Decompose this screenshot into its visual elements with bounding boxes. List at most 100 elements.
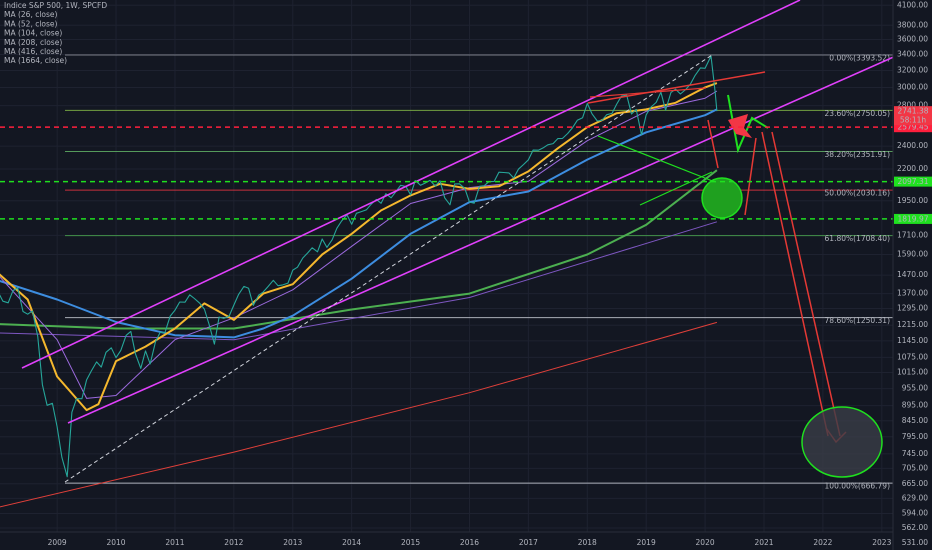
y-tick-label: 1075.00 bbox=[897, 352, 928, 361]
y-tick-label: 1590.00 bbox=[897, 249, 928, 258]
arrow-red-down bbox=[761, 131, 829, 437]
y-tick-label: 1295.00 bbox=[897, 303, 928, 312]
y-tick-label: 845.00 bbox=[902, 416, 928, 425]
y-tick-label: 562.00 bbox=[902, 523, 928, 532]
x-tick-label: 2021 bbox=[754, 538, 773, 547]
arrow-red bbox=[707, 119, 719, 169]
x-tick-label: 2009 bbox=[48, 538, 67, 547]
series-line bbox=[0, 82, 718, 412]
y-tick-label: 1215.00 bbox=[897, 320, 928, 329]
legend-entry: MA (104, close) bbox=[4, 29, 62, 38]
y-tick-label: 665.00 bbox=[902, 479, 928, 488]
y-tick-label: 3200.00 bbox=[897, 65, 928, 74]
trend-green bbox=[639, 171, 713, 206]
x-tick-label: 2019 bbox=[637, 538, 656, 547]
y-tick-label: 745.00 bbox=[902, 449, 928, 458]
series-line bbox=[0, 108, 718, 339]
y-tick-label: 3000.00 bbox=[897, 82, 928, 91]
fib-label: 61.80%(1708.40) bbox=[825, 234, 891, 243]
fib-label: 78.60%(1250.31) bbox=[825, 316, 891, 325]
trend-red bbox=[589, 87, 707, 98]
target-circle bbox=[801, 406, 883, 478]
price-badge bbox=[894, 122, 932, 133]
legend-entry: MA (208, close) bbox=[4, 38, 62, 47]
y-tick-label: 1370.00 bbox=[897, 289, 928, 298]
fib-label: 38.20%(2351.91) bbox=[825, 150, 891, 159]
y-axis-band bbox=[893, 0, 932, 550]
y-tick-label: 1950.00 bbox=[897, 196, 928, 205]
y-tick-label: 1015.00 bbox=[897, 368, 928, 377]
x-tick-label: 2011 bbox=[165, 538, 184, 547]
x-tick-label: 2023 bbox=[872, 538, 891, 547]
price-badge-label: 2579.45 bbox=[897, 123, 928, 132]
y-tick-label: 3600.00 bbox=[897, 34, 928, 43]
y-tick-label: 629.00 bbox=[902, 493, 928, 502]
x-tick-label: 2012 bbox=[224, 538, 243, 547]
fib-label: 23.60%(2750.05) bbox=[825, 109, 891, 118]
x-tick-label: 2017 bbox=[519, 538, 538, 547]
y-tick-label: 594.00 bbox=[902, 508, 928, 517]
x-tick-label: 2020 bbox=[696, 538, 715, 547]
last-price-label: 2741.38 bbox=[897, 107, 928, 116]
price-badge bbox=[894, 213, 932, 224]
y-tick-label: 895.00 bbox=[902, 401, 928, 410]
trend-green bbox=[597, 135, 716, 183]
y-tick-label: 705.00 bbox=[902, 463, 928, 472]
y-tick-label: 3800.00 bbox=[897, 20, 928, 29]
series-line bbox=[0, 90, 718, 399]
legend-entry: MA (416, close) bbox=[4, 47, 62, 56]
trend-dashed bbox=[64, 54, 713, 483]
target-circle bbox=[701, 177, 743, 219]
arrow-red-down bbox=[771, 131, 841, 437]
last-price-badge bbox=[894, 106, 932, 126]
price-badge-label: 2097.31 bbox=[897, 177, 928, 186]
channel-upper bbox=[21, 0, 801, 369]
x-tick-label: 2013 bbox=[283, 538, 302, 547]
legend-entry: MA (1664, close) bbox=[4, 56, 67, 65]
chart-title: Indice S&P 500, 1W, SPCFD bbox=[4, 1, 107, 10]
series-line bbox=[0, 169, 718, 330]
x-tick-label: 2015 bbox=[401, 538, 420, 547]
fib-label: 100.00%(666.79) bbox=[825, 482, 891, 491]
fibonacci: 0.00%(3393.52) 23.60%(2750.05) 38.20%(2351… bbox=[65, 54, 893, 491]
arrow-red-head bbox=[728, 114, 752, 138]
x-tick-label: 2010 bbox=[106, 538, 125, 547]
series-line bbox=[0, 321, 718, 508]
countdown: 58:11h bbox=[900, 116, 927, 125]
y-tick-label: 1470.00 bbox=[897, 270, 928, 279]
price-badge-label: 1819.97 bbox=[897, 214, 928, 223]
y-tick-label: 955.00 bbox=[902, 384, 928, 393]
channel-lower bbox=[67, 39, 932, 424]
series bbox=[0, 55, 718, 508]
series-line bbox=[0, 55, 718, 478]
drawings bbox=[21, 0, 932, 483]
y-tick-label: 2800.00 bbox=[897, 101, 928, 110]
legend-entry: MA (52, close) bbox=[4, 19, 58, 28]
x-tick-label: 2018 bbox=[578, 538, 597, 547]
legend-entry: MA (26, close) bbox=[4, 10, 58, 19]
axes: 4100.00 3800.00 3600.00 3400.00 3200.00 3000.… bbox=[48, 0, 929, 547]
grid bbox=[0, 0, 893, 532]
y-tick-label: 1710.00 bbox=[897, 230, 928, 239]
price-badge bbox=[894, 176, 932, 187]
y-tick-label: 3400.00 bbox=[897, 50, 928, 59]
y-tick-label: 4100.00 bbox=[897, 0, 928, 9]
x-tick-label: 2016 bbox=[460, 538, 479, 547]
x-tick-label: 2014 bbox=[342, 538, 361, 547]
fib-label: 50.00%(2030.16) bbox=[825, 189, 891, 198]
x-tick-label: 2022 bbox=[813, 538, 832, 547]
arrow-red bbox=[744, 137, 757, 216]
y-tick-label: 1145.00 bbox=[897, 336, 928, 345]
trend-red bbox=[587, 71, 766, 104]
x-axis-band bbox=[0, 532, 893, 550]
y-tick-label: 2400.00 bbox=[897, 141, 928, 150]
y-tick-label: 795.00 bbox=[902, 432, 928, 441]
y-tick-label: 2200.00 bbox=[897, 164, 928, 173]
fib-label: 0.00%(3393.52) bbox=[829, 54, 890, 63]
y-tick-label: 531.00 bbox=[902, 538, 928, 547]
series-line bbox=[0, 221, 718, 341]
levels bbox=[0, 126, 893, 220]
